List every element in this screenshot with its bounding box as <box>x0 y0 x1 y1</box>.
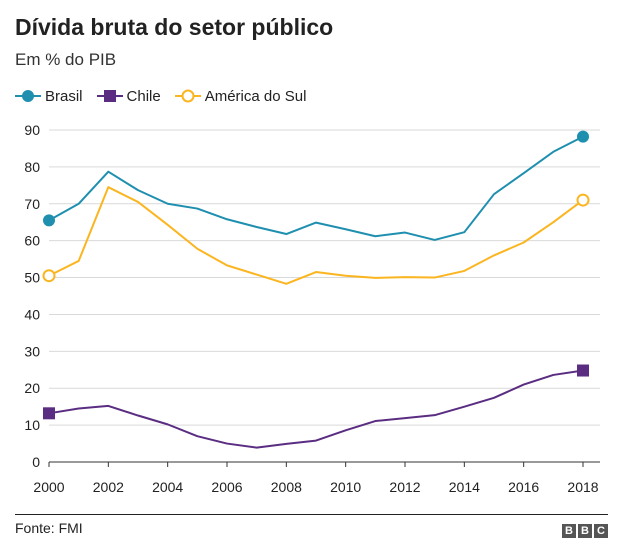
bbc-logo: B B C <box>560 524 608 538</box>
x-tick-label-2008: 2008 <box>271 479 302 495</box>
endpoint-marker-am-rica-do-sul-2000 <box>42 269 56 283</box>
x-tick-label-2018: 2018 <box>567 479 598 495</box>
y-tick-label-10: 10 <box>24 417 40 433</box>
chart-subtitle: Em % do PIB <box>15 50 117 69</box>
legend-chile-label: Chile <box>126 87 161 105</box>
endpoint-marker-brasil-2018 <box>577 130 589 143</box>
x-tick-label-2000: 2000 <box>33 479 64 495</box>
footer-divider <box>15 514 608 515</box>
bbc-logo-letter-3: C <box>594 524 608 538</box>
endpoint-marker-brasil-2000 <box>43 214 55 227</box>
legend-brasil-marker-icon <box>15 90 41 102</box>
y-tick-label-90: 90 <box>24 122 40 138</box>
y-tick-label-40: 40 <box>24 306 40 322</box>
y-tick-label-0: 0 <box>32 454 40 470</box>
x-tick-label-2004: 2004 <box>152 479 183 495</box>
legend-item-brasil: Brasil <box>15 88 83 105</box>
chart-title: Dívida bruta do setor público <box>15 14 334 40</box>
y-tick-label-60: 60 <box>24 233 40 249</box>
legend-item-america-do-sul: América do Sul <box>174 87 307 105</box>
y-tick-label-70: 70 <box>24 196 40 212</box>
x-tick-label-2010: 2010 <box>330 479 361 495</box>
y-tick-label-30: 30 <box>24 343 40 359</box>
endpoint-marker-chile-2018 <box>577 364 589 377</box>
series-line-brasil <box>48 135 584 241</box>
x-tick-label-2012: 2012 <box>389 479 420 495</box>
series-line-am-rica-do-sul <box>48 186 584 285</box>
endpoint-marker-am-rica-do-sul-2018 <box>576 193 590 207</box>
y-tick-label-20: 20 <box>24 380 40 396</box>
x-tick-label-2016: 2016 <box>508 479 539 495</box>
endpoint-marker-chile-2000 <box>43 407 55 420</box>
legend-america-label: América do Sul <box>204 87 307 105</box>
x-tick-label-2006: 2006 <box>211 479 242 495</box>
legend-america-marker-icon <box>174 89 201 103</box>
y-tick-label-80: 80 <box>24 159 40 175</box>
y-tick-label-50: 50 <box>24 270 40 286</box>
bbc-logo-letter-1: B <box>562 524 576 538</box>
legend-item-chile: Chile <box>96 87 161 105</box>
x-tick-label-2002: 2002 <box>93 479 124 495</box>
source-note: Fonte: FMI <box>15 520 83 536</box>
line-chart: 0 10 20 30 40 50 60 70 80 90 2000 2002 2004 2006 2008 2… <box>24 122 600 495</box>
series-line-chile <box>48 369 584 449</box>
legend: Brasil Chile América do Sul <box>15 84 320 108</box>
x-tick-label-2014: 2014 <box>449 479 480 495</box>
bbc-logo-letter-2: B <box>578 524 592 538</box>
legend-chile-marker-icon <box>96 90 123 102</box>
legend-brasil-label: Brasil <box>45 87 83 105</box>
